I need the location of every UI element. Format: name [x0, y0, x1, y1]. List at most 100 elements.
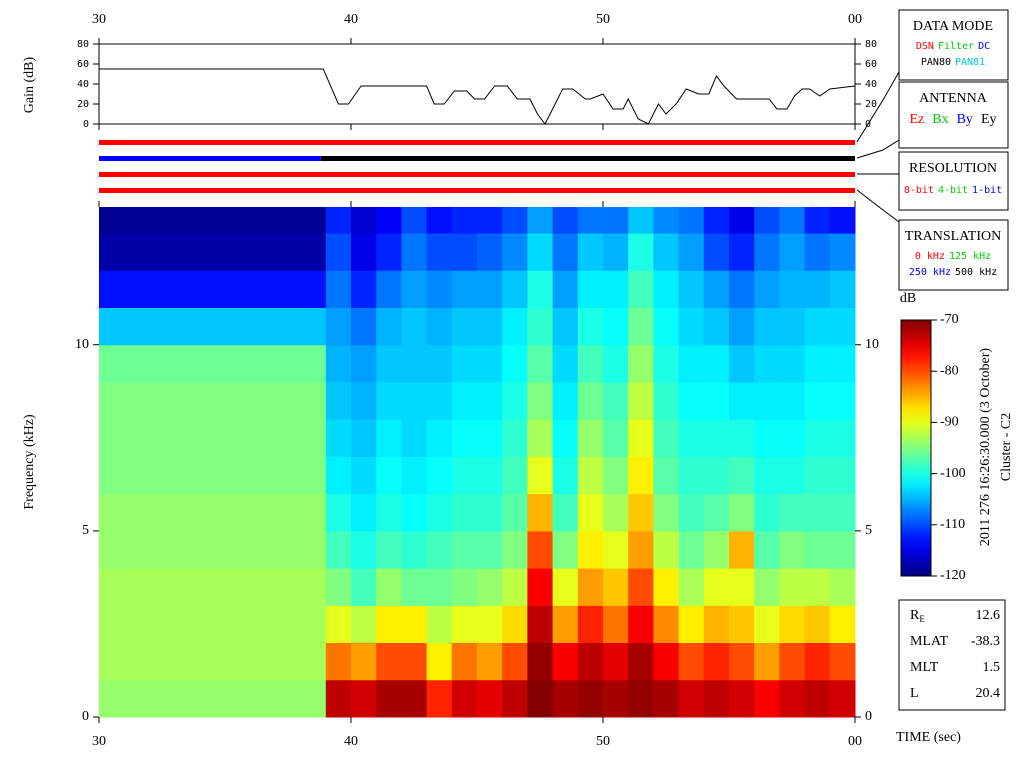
spectrogram-cell: [477, 605, 503, 644]
spectrogram-cell: [325, 530, 352, 569]
spectrogram-cell: [829, 419, 856, 457]
spectrogram-cell: [678, 307, 705, 346]
x-tick-label: 30: [92, 734, 106, 749]
spectrogram-cell: [552, 381, 579, 420]
spectrogram-cell: [300, 207, 327, 234]
spectrogram-cell: [275, 307, 302, 346]
spectrogram-cell: [225, 679, 251, 718]
panel-row: PAN80 PAN81: [921, 57, 985, 68]
spectrogram-cell: [729, 207, 755, 234]
spectrogram-cell: [250, 493, 276, 532]
spectrogram-cell: [124, 207, 150, 234]
spectrogram-cell: [376, 270, 402, 309]
spectrogram-cell: [552, 307, 579, 346]
spectrogram-cell: [174, 419, 201, 457]
spectrogram-cell: [527, 493, 554, 532]
spectrogram-cell: [653, 642, 680, 681]
spectrogram-cell: [477, 493, 503, 532]
y-tick-label: 60: [77, 59, 89, 70]
spectrogram-cell: [754, 233, 780, 271]
spectrogram-cell: [300, 530, 327, 569]
spectrogram-cell: [603, 270, 629, 309]
x-tick-label: 50: [596, 734, 610, 749]
spectrogram-cell: [124, 381, 150, 420]
colorbar-tick-label: -110: [940, 517, 965, 532]
spectrogram-cell: [451, 679, 478, 718]
info-label-sub: E: [919, 614, 925, 624]
spectrogram-cell: [225, 270, 251, 309]
spectrogram-cell: [502, 233, 528, 271]
spectrogram-cell: [199, 679, 226, 718]
spectrogram-cell: [250, 568, 276, 606]
spectrogram-cell: [804, 456, 831, 495]
spectrogram-cell: [628, 344, 654, 383]
spectrogram-cell: [804, 568, 831, 606]
spectrogram-cell: [451, 456, 478, 495]
spectrogram-cell: [552, 207, 579, 234]
info-label-main: R: [910, 608, 920, 623]
spectrogram-cell: [250, 679, 276, 718]
spectrogram-cell: [703, 605, 730, 644]
spectrogram-cell: [174, 270, 201, 309]
spectrogram-cell: [99, 456, 125, 495]
spectrogram-cell: [300, 679, 327, 718]
y-tick-label: 10: [75, 337, 89, 352]
spectrogram-cell: [552, 568, 579, 606]
spectrogram-cell: [199, 381, 226, 420]
spectrogram-cell: [603, 679, 629, 718]
spectrogram-cell: [124, 530, 150, 569]
status-bar: [320, 156, 855, 161]
spectrogram-cell: [754, 642, 780, 681]
spectrogram-cell: [577, 456, 604, 495]
spectrogram-cell: [804, 679, 831, 718]
spectrogram-cell: [804, 419, 831, 457]
spectrogram-cell: [149, 207, 176, 234]
info-label: RE: [910, 608, 925, 624]
y-tick-label: 40: [865, 79, 877, 90]
spectrogram-cell: [829, 493, 856, 532]
spectrogram-cell: [300, 456, 327, 495]
spectrogram-cell: [325, 456, 352, 495]
spectrogram-cell: [149, 642, 176, 681]
spectrogram-cell: [678, 233, 705, 271]
spectrogram-cell: [174, 207, 201, 234]
panel-box: [898, 151, 1009, 211]
x-tick-label: 00: [848, 12, 862, 27]
spectrogram-cell: [577, 307, 604, 346]
spectrogram-cell: [527, 381, 554, 420]
spectrogram-cell: [149, 530, 176, 569]
spectrogram-cell: [628, 207, 654, 234]
spectrogram-cell: [653, 307, 680, 346]
spectrogram-cell: [678, 419, 705, 457]
panel-item: Filter: [938, 41, 974, 52]
panel-item: PAN80: [921, 57, 951, 68]
spectrogram-cell: [275, 207, 302, 234]
spectrogram-cell: [628, 307, 654, 346]
spectrogram-cell: [426, 605, 453, 644]
spectrogram-cell: [779, 419, 806, 457]
spectrogram-cell: [577, 270, 604, 309]
spectrogram-cell: [653, 381, 680, 420]
spectrogram-cell: [174, 233, 201, 271]
colorbar-tick-label: -120: [940, 568, 966, 583]
spectrogram-cell: [174, 381, 201, 420]
spectrogram-cell: [99, 381, 125, 420]
spectrogram-cell: [376, 605, 402, 644]
spectrogram-cell: [401, 605, 428, 644]
spectrogram-cell: [527, 270, 554, 309]
spectrogram-cell: [275, 270, 302, 309]
spectrogram-cell: [779, 456, 806, 495]
spectrogram-cell: [376, 642, 402, 681]
spectrogram-cell: [703, 493, 730, 532]
spectrogram-cell: [300, 493, 327, 532]
spectrogram-cell: [451, 233, 478, 271]
gain-line: [99, 68, 856, 125]
y-tick-label: 40: [77, 79, 89, 90]
spectrogram-cell: [829, 530, 856, 569]
spectrogram-cell: [325, 233, 352, 271]
spectrogram-cell: [451, 344, 478, 383]
spectrogram-cell: [577, 493, 604, 532]
spectrogram-cell: [426, 493, 453, 532]
spectrogram-cell: [754, 207, 780, 234]
status-bar: [99, 188, 855, 193]
